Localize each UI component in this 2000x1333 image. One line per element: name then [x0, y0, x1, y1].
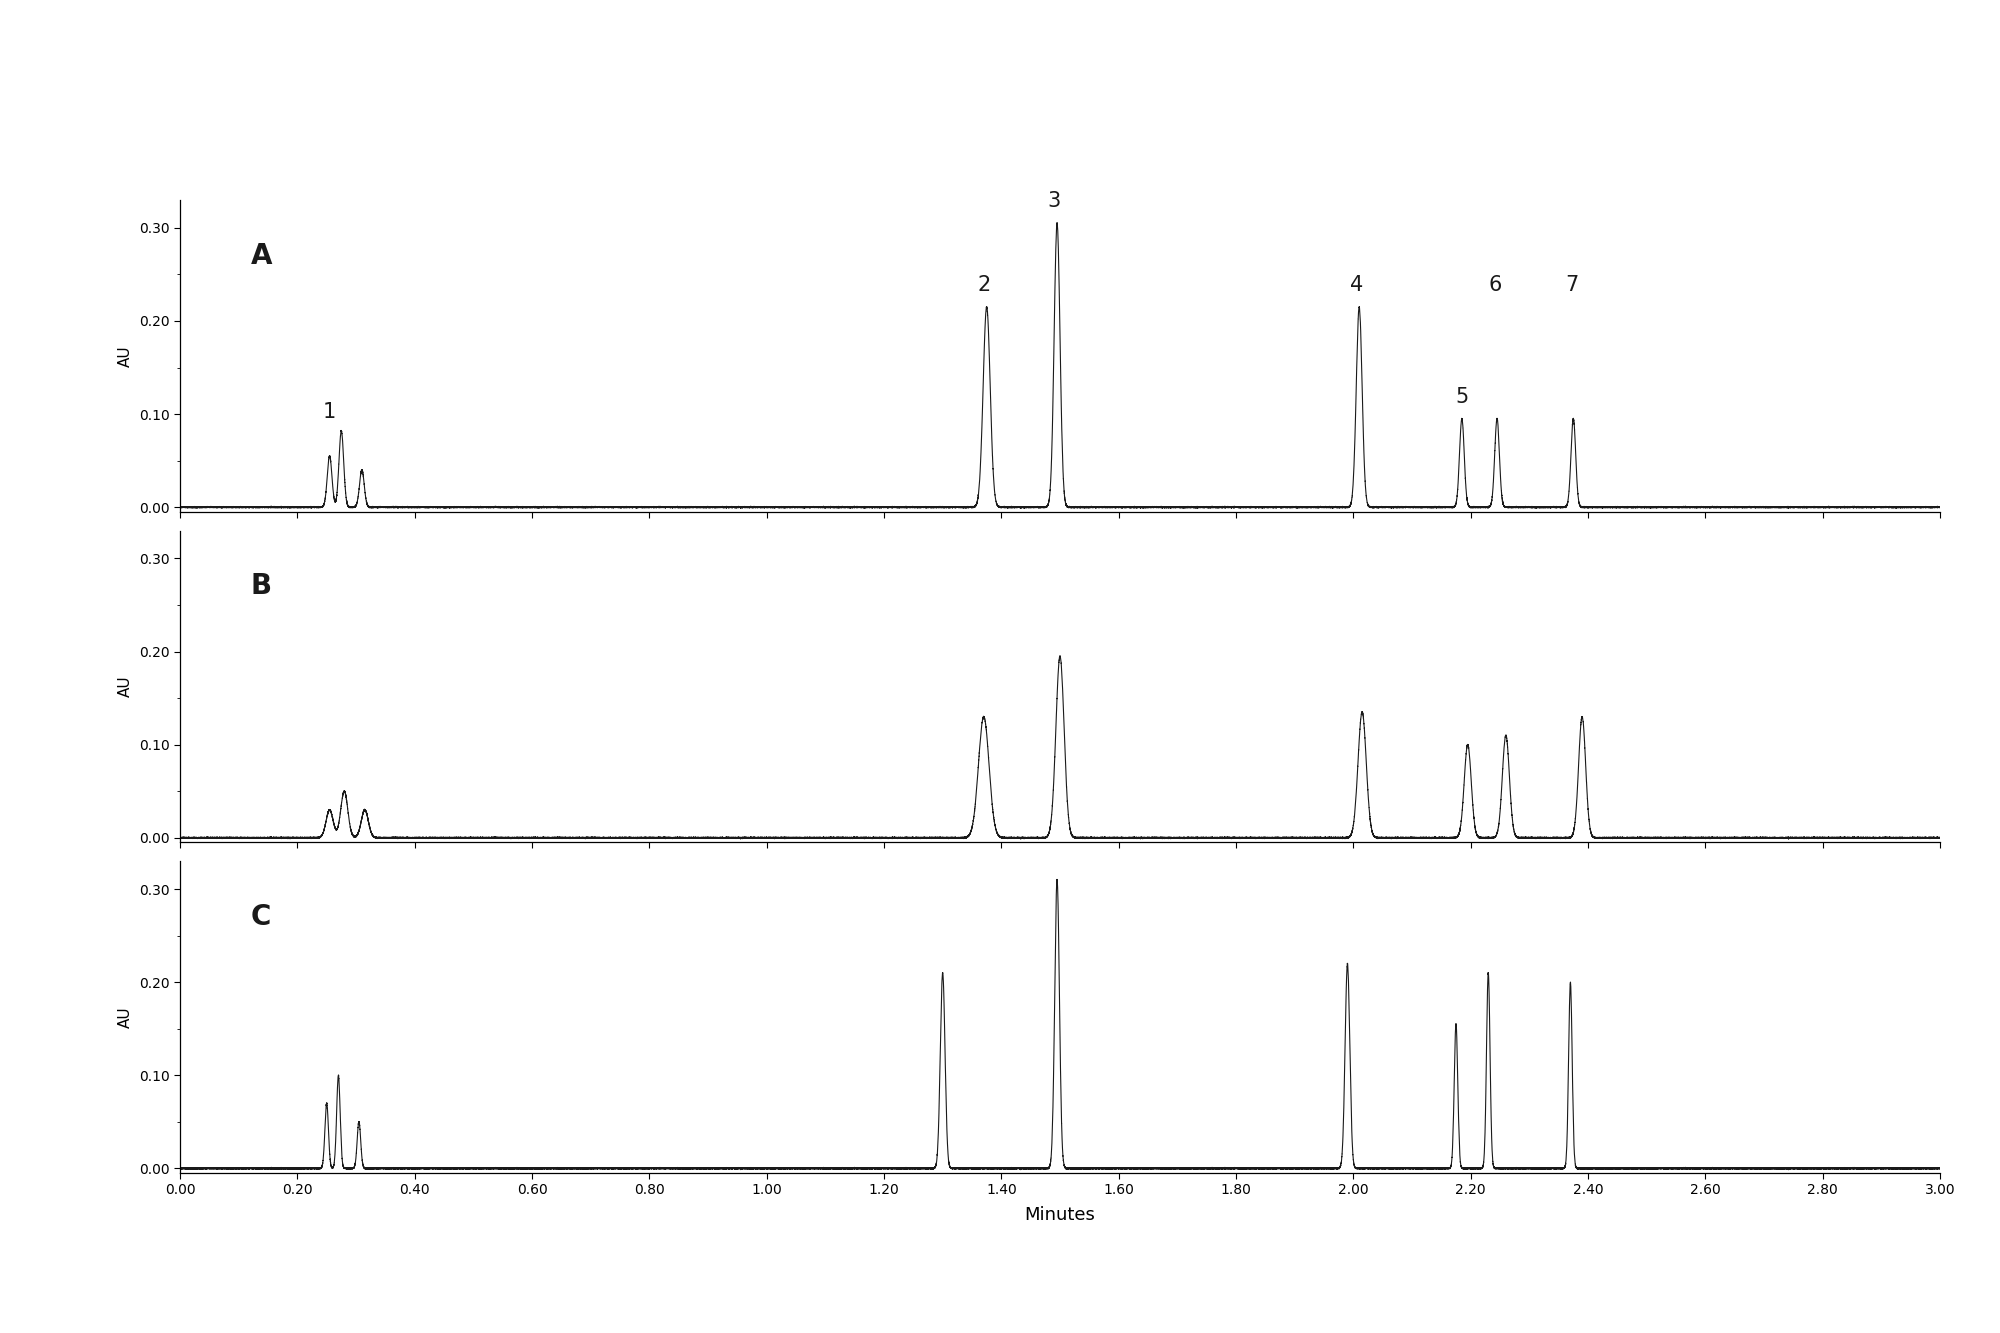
- Text: 2: 2: [978, 275, 990, 295]
- Y-axis label: AU: AU: [118, 1006, 134, 1028]
- Text: 1: 1: [322, 401, 336, 421]
- X-axis label: Minutes: Minutes: [1024, 1206, 1096, 1224]
- Text: 3: 3: [1048, 191, 1060, 211]
- Text: C: C: [250, 902, 270, 930]
- Y-axis label: AU: AU: [118, 676, 134, 697]
- Text: 4: 4: [1350, 275, 1362, 295]
- Text: A: A: [250, 241, 272, 269]
- Text: 6: 6: [1488, 275, 1502, 295]
- Text: B: B: [250, 572, 272, 600]
- Text: 7: 7: [1564, 275, 1578, 295]
- Y-axis label: AU: AU: [118, 345, 134, 367]
- Text: 5: 5: [1456, 387, 1468, 407]
